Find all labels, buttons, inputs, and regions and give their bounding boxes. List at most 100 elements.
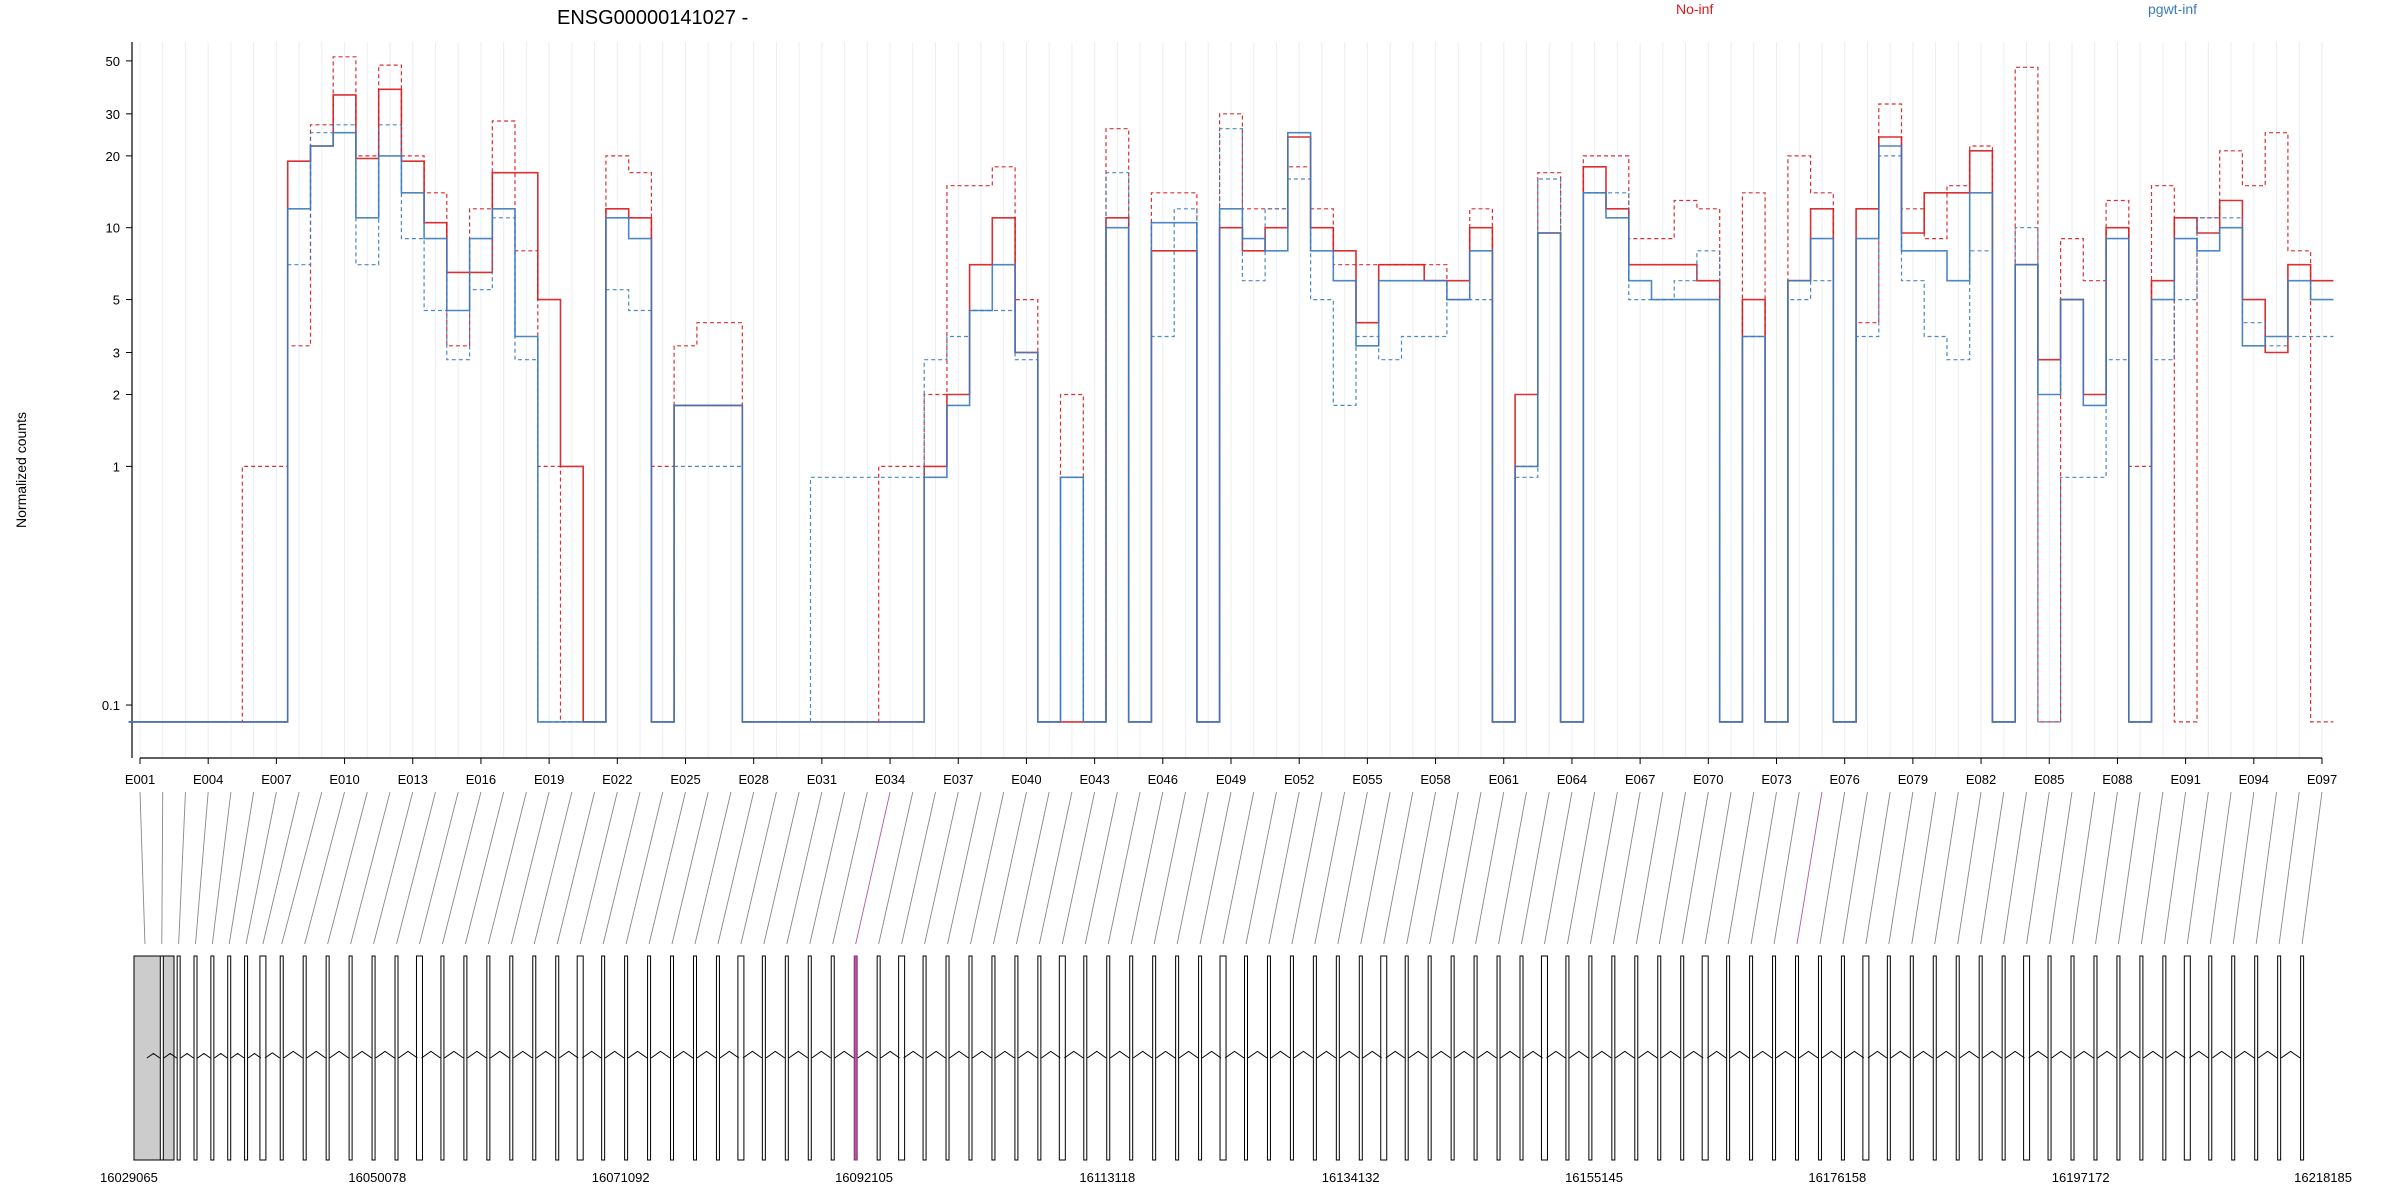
exon-block [348, 955, 353, 1161]
legend-entry-pgwt-inf: pgwt-inf [2148, 1, 2197, 17]
exon-block [1219, 955, 1227, 1161]
exon-block [1611, 955, 1616, 1161]
exon-connector [510, 791, 550, 945]
exon-connector [2186, 791, 2209, 945]
exon-block [1749, 955, 1754, 1161]
exon-connector [1842, 791, 1868, 945]
exon-block [2231, 955, 2236, 1161]
exon-block [2070, 955, 2075, 1161]
exon-connector [2232, 791, 2255, 945]
x-tick-label: E097 [2307, 772, 2337, 787]
exon-connector [396, 791, 436, 945]
exon-block [1978, 955, 1983, 1161]
x-tick-label: E016 [466, 772, 496, 787]
exon-connector [2026, 791, 2050, 945]
x-tick-label: E085 [2034, 772, 2064, 787]
genome-coordinate-label: 16218185 [2294, 1170, 2352, 1185]
genome-coordinate-labels: 16029065 16050078 16071092 16092105 16113118… [100, 1170, 2352, 1185]
exon-connector [1176, 791, 1209, 945]
exon-block [1427, 955, 1432, 1161]
exon-connector [1773, 791, 1800, 945]
exon-connector [1819, 791, 1846, 945]
exon-block [2093, 955, 2098, 1161]
exon-connector [1544, 791, 1573, 945]
exon-connector [262, 791, 300, 945]
exon-block [1565, 955, 1570, 1161]
x-tick-label: E022 [602, 772, 632, 787]
exon-block [1496, 955, 1501, 1161]
exon-block [1037, 955, 1042, 1161]
exon-connector [832, 791, 868, 945]
y-tick-label: 5 [113, 293, 120, 308]
exon-connector [1796, 791, 1823, 945]
exon-block [1058, 955, 1066, 1161]
exon-connector [1429, 791, 1459, 945]
exon-block-first [133, 955, 175, 1161]
exon-block [576, 955, 584, 1161]
exon-connector [1521, 791, 1550, 945]
exon-connector [1475, 791, 1505, 945]
exon-block [2023, 955, 2031, 1161]
exon-connector [901, 791, 936, 945]
exon-block [1588, 955, 1593, 1161]
exon-connector [373, 791, 414, 945]
exon-connector [648, 791, 686, 945]
exon-block [302, 955, 307, 1161]
x-tick-label: E031 [807, 772, 837, 787]
exon-block [784, 955, 789, 1161]
exon-connector [2072, 791, 2096, 945]
exon-connector [304, 791, 345, 945]
exon-block [1540, 955, 1548, 1161]
exon-block [1152, 955, 1157, 1161]
y-tick-label: 0.1 [102, 698, 120, 713]
exon-connector [1268, 791, 1300, 945]
x-tick-label: E091 [2170, 772, 2200, 787]
exon-block [624, 955, 629, 1161]
chart-title: ENSG00000141027 - [557, 7, 748, 29]
exon-connector [178, 791, 186, 945]
exon-block [2300, 955, 2305, 1161]
x-tick-label: E073 [1761, 772, 1791, 787]
exon-connector [419, 791, 459, 945]
exon-block [394, 955, 399, 1161]
exon-connector [1222, 791, 1255, 945]
exon-block [1772, 955, 1777, 1161]
exon-connector [2209, 791, 2232, 945]
exon-block [279, 955, 284, 1161]
genome-coordinate-label: 16050078 [348, 1170, 406, 1185]
exon-connector [1612, 791, 1641, 945]
exon-block [159, 955, 164, 1161]
exon-connector [327, 791, 368, 945]
x-tick-label: E004 [193, 772, 223, 787]
exon-block [761, 955, 766, 1161]
y-tick-label: 2 [113, 388, 120, 403]
x-tick-label: E019 [534, 772, 564, 787]
x-tick-label: E007 [261, 772, 291, 787]
exon-connector [947, 791, 982, 945]
exon-block [1312, 955, 1317, 1161]
exon-block [2254, 955, 2259, 1161]
exon-block [1862, 955, 1870, 1161]
exon-connector [1337, 791, 1368, 945]
exon-block [227, 955, 232, 1161]
exon-block [922, 955, 927, 1161]
exon-connector [970, 791, 1005, 945]
exon-connector [2140, 791, 2164, 945]
exon-block [1335, 955, 1340, 1161]
intron-lines [146, 1050, 2301, 1059]
exon-connector [1452, 791, 1482, 945]
x-tick-label: E034 [875, 772, 905, 787]
exon-block [2116, 955, 2121, 1161]
genome-coordinate-label: 16092105 [835, 1170, 893, 1185]
exon-block [1680, 955, 1685, 1161]
x-tick-label: E055 [1352, 772, 1382, 787]
exon-connector [694, 791, 732, 945]
exon-block [715, 955, 720, 1161]
series-pgwt-inf-solid [128, 131, 2334, 723]
exon-block [968, 955, 973, 1161]
y-axis-label: Normalized counts [13, 412, 29, 528]
genome-coordinate-label: 16134132 [1322, 1170, 1380, 1185]
exon-connector [1635, 791, 1664, 945]
legend-entry-no-inf: No-inf [1676, 1, 1713, 17]
gene-model [133, 955, 2305, 1161]
